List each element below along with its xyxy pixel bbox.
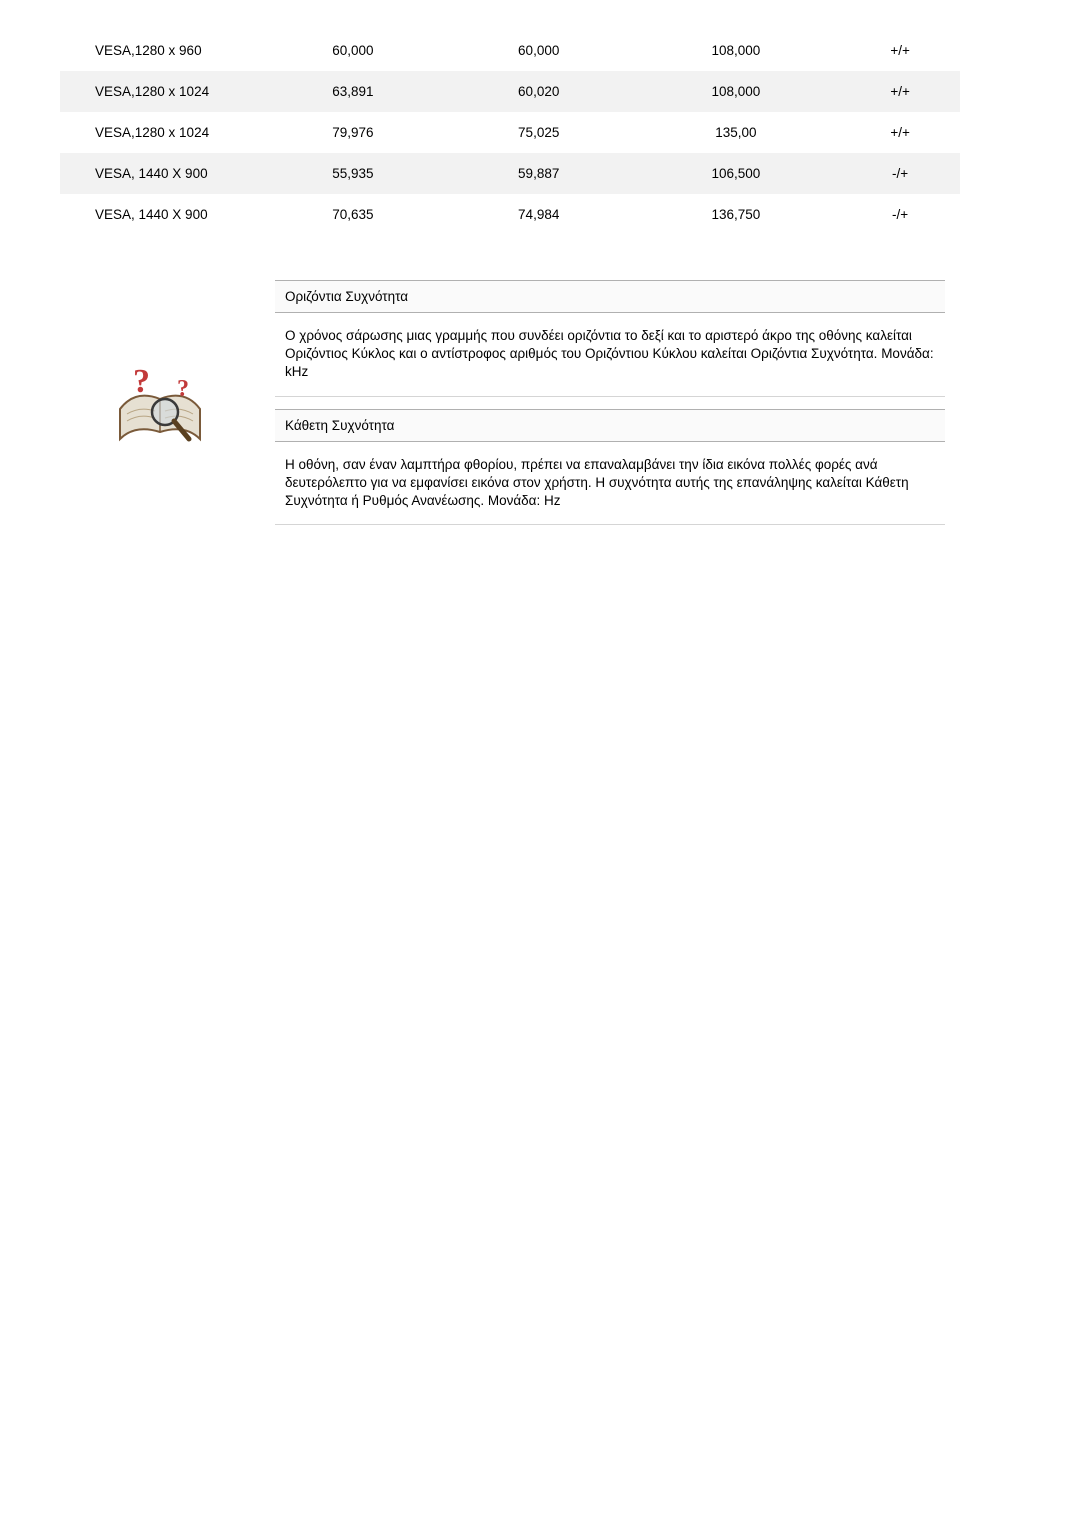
svg-text:?: ? [177, 376, 189, 402]
definitions-block: ? ? Οριζόντια Συχνότητα Ο χρόνος σάρωσης… [65, 280, 965, 537]
pc-cell: 108,000 [632, 30, 841, 71]
vertical-freq-title: Κάθετη Συχνότητα [275, 409, 945, 442]
vf-cell: 74,984 [446, 194, 632, 235]
mode-cell: VESA,1280 x 960 [60, 30, 260, 71]
hf-cell: 55,935 [260, 153, 446, 194]
sp-cell: +/+ [840, 71, 960, 112]
pc-cell: 108,000 [632, 71, 841, 112]
vf-cell: 60,000 [446, 30, 632, 71]
table-body: VESA,1280 x 960 60,000 60,000 108,000 +/… [60, 30, 960, 235]
hf-cell: 63,891 [260, 71, 446, 112]
vf-cell: 60,020 [446, 71, 632, 112]
svg-text:?: ? [133, 363, 150, 400]
pc-cell: 136,750 [632, 194, 841, 235]
sp-cell: +/+ [840, 30, 960, 71]
mode-cell: VESA, 1440 X 900 [60, 194, 260, 235]
horizontal-freq-body: Ο χρόνος σάρωσης μιας γραμμής που συνδέε… [275, 319, 945, 397]
mode-cell: VESA,1280 x 1024 [60, 112, 260, 153]
hf-cell: 79,976 [260, 112, 446, 153]
table-row: VESA,1280 x 1024 63,891 60,020 108,000 +… [60, 71, 960, 112]
definitions-content: Οριζόντια Συχνότητα Ο χρόνος σάρωσης μια… [255, 280, 965, 537]
pc-cell: 135,00 [632, 112, 841, 153]
sp-cell: +/+ [840, 112, 960, 153]
table-row: VESA, 1440 X 900 55,935 59,887 106,500 -… [60, 153, 960, 194]
book-question-icon: ? ? [65, 354, 255, 464]
timing-modes-table: VESA,1280 x 960 60,000 60,000 108,000 +/… [60, 30, 960, 235]
sp-cell: -/+ [840, 194, 960, 235]
pc-cell: 106,500 [632, 153, 841, 194]
vf-cell: 75,025 [446, 112, 632, 153]
vf-cell: 59,887 [446, 153, 632, 194]
mode-cell: VESA, 1440 X 900 [60, 153, 260, 194]
vertical-freq-body: Η οθόνη, σαν έναν λαμπτήρα φθορίου, πρέπ… [275, 448, 945, 526]
hf-cell: 60,000 [260, 30, 446, 71]
table-row: VESA, 1440 X 900 70,635 74,984 136,750 -… [60, 194, 960, 235]
mode-cell: VESA,1280 x 1024 [60, 71, 260, 112]
hf-cell: 70,635 [260, 194, 446, 235]
table-row: VESA,1280 x 1024 79,976 75,025 135,00 +/… [60, 112, 960, 153]
horizontal-freq-title: Οριζόντια Συχνότητα [275, 280, 945, 313]
sp-cell: -/+ [840, 153, 960, 194]
table-row: VESA,1280 x 960 60,000 60,000 108,000 +/… [60, 30, 960, 71]
